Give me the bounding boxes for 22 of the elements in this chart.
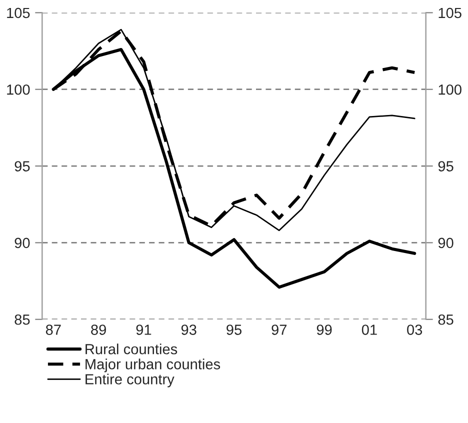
x-tick-label: 93 — [181, 324, 196, 335]
legend-label: Major urban counties — [86, 358, 220, 372]
y-tick-label: 105 — [7, 8, 30, 18]
x-tick-label: 01 — [362, 324, 377, 335]
x-tick-label: 95 — [226, 324, 242, 335]
x-tick-label: 97 — [272, 324, 287, 335]
x-tick-label: 87 — [46, 324, 61, 335]
legend-label: Entire country — [86, 374, 174, 388]
y-tick-label: 85 — [14, 314, 30, 325]
legend-label: Rural counties — [86, 344, 178, 354]
y-tick-label: 95 — [14, 161, 30, 172]
y-tick-label: 100 — [7, 84, 30, 95]
x-tick-label: 03 — [407, 324, 422, 335]
y2-tick-label: 90 — [438, 238, 454, 248]
y2-tick-label: 95 — [438, 161, 454, 172]
y2-tick-label: 100 — [438, 84, 462, 95]
y-tick-label: 90 — [14, 238, 30, 248]
y2-tick-label: 85 — [438, 314, 454, 325]
x-tick-label: 91 — [136, 324, 152, 335]
x-tick-label: 99 — [316, 324, 332, 335]
x-tick-label: 89 — [91, 324, 106, 335]
y2-tick-label: 105 — [438, 8, 462, 18]
